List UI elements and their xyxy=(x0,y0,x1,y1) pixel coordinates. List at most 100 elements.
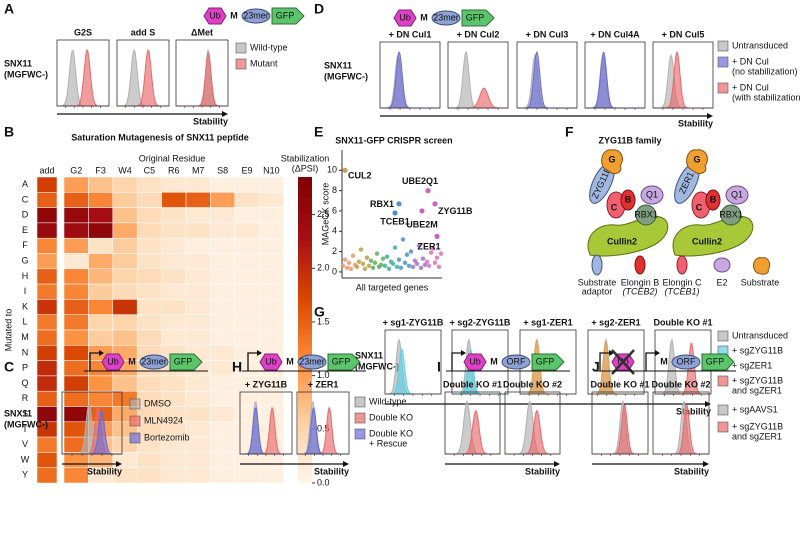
legend-label: Double KO xyxy=(369,412,413,422)
construct-label: M xyxy=(286,356,294,366)
heatmap-cell xyxy=(210,253,236,270)
histogram-curve xyxy=(448,87,508,109)
histogram-curve xyxy=(517,50,577,109)
legend-label: (TCEB1) xyxy=(664,286,699,296)
promoter-arrow xyxy=(89,352,100,371)
promoter-arrow xyxy=(645,352,656,371)
gene-point xyxy=(414,261,420,266)
legend-swatch xyxy=(717,56,729,68)
plot-title: G2S xyxy=(74,27,92,37)
arrow-head xyxy=(609,350,614,356)
y-tick-label: 0 xyxy=(332,266,337,276)
heatmap-cell xyxy=(234,253,260,270)
heatmap-cell xyxy=(210,467,236,484)
heatmap-cell xyxy=(161,222,187,239)
arrow-head xyxy=(99,350,104,356)
heatmap-cell xyxy=(63,253,89,270)
heatmap-cell xyxy=(258,283,284,300)
substrate-label: G xyxy=(693,154,700,164)
gene-point xyxy=(378,262,384,267)
heatmap-cell xyxy=(136,222,162,239)
row-label: L xyxy=(22,317,27,327)
plot-title: + sg1-ZER1 xyxy=(523,317,572,327)
arrow-head xyxy=(343,461,349,467)
row-label: I xyxy=(24,286,27,296)
row-label: A xyxy=(22,179,28,189)
legend-label: + DN Cul xyxy=(732,56,769,66)
legend-label: Mutant xyxy=(250,58,278,68)
heatmap-cell xyxy=(63,467,89,484)
heatmap-cell xyxy=(185,406,211,423)
construct-label: GFP xyxy=(276,10,295,20)
construct-label: Ub xyxy=(209,10,221,20)
colorbar-tick-label: 2.0 xyxy=(317,263,330,273)
colorbar-title: Stabilization xyxy=(281,153,330,163)
plot-frame xyxy=(447,41,509,109)
construct-label: 23mer xyxy=(243,10,269,20)
plot-title: + sg1-ZYG11B xyxy=(383,317,444,327)
legend-label: (with stabilization) xyxy=(732,92,800,102)
colorbar-tick-label: 0.0 xyxy=(317,477,330,487)
heatmap-cell xyxy=(63,360,89,377)
plot-title: Double KO #1 xyxy=(590,379,649,389)
y-tick-label: 6 xyxy=(332,205,337,215)
heatmap-cell xyxy=(136,237,162,254)
elongin-b-label: B xyxy=(710,194,717,204)
row-label: K xyxy=(22,301,28,311)
construct-label: Ub xyxy=(107,356,119,366)
histogram-curve xyxy=(176,48,228,107)
heatmap-cell xyxy=(136,268,162,285)
colorbar-title: (ΔPSI) xyxy=(292,163,319,173)
gene-label: ZYG11B xyxy=(438,206,473,216)
gene-point xyxy=(360,261,366,266)
legend-label: MLN4924 xyxy=(144,415,183,425)
construct-label: 23mer xyxy=(433,12,459,22)
heatmap-cell xyxy=(210,237,236,254)
heatmap-cell xyxy=(112,237,138,254)
gene-point xyxy=(364,255,370,260)
elongin-c-label: C xyxy=(611,202,618,212)
arrow-head xyxy=(707,113,713,119)
legend-label: + sgZER1 xyxy=(732,360,772,370)
legend-swatch xyxy=(235,58,247,70)
histogram-curve xyxy=(585,51,645,109)
heatmap-cell xyxy=(88,222,114,239)
heatmap-cell xyxy=(112,329,138,346)
legend-label: Bortezomib xyxy=(144,432,190,442)
legend-swatch xyxy=(354,412,366,424)
plot-title: + ZER1 xyxy=(308,379,339,389)
heatmap-cell xyxy=(161,329,187,346)
ub-hexagon xyxy=(101,353,125,371)
construct-label: GFP xyxy=(536,356,555,366)
x-axis-label: Stability xyxy=(314,466,349,476)
heatmap-cell xyxy=(88,390,114,407)
construct-label: M xyxy=(490,356,498,366)
heatmap-cell xyxy=(88,314,114,331)
heatmap-cell xyxy=(210,406,236,423)
heatmap-cell xyxy=(161,299,187,315)
heatmap-cell xyxy=(161,375,187,392)
promoter-arrow xyxy=(247,352,258,371)
x-axis-label: Stability xyxy=(676,406,711,416)
legend-e2 xyxy=(713,257,731,273)
plot-title: + sg2-ZYG11B xyxy=(450,317,511,327)
hit-point xyxy=(425,188,431,194)
legend-label: E2 xyxy=(716,277,727,287)
histogram-curve xyxy=(517,53,577,109)
row-label: SNX11 xyxy=(4,408,32,418)
heatmap-cell xyxy=(258,176,284,193)
promoter-arrow xyxy=(599,352,610,371)
heatmap-cell xyxy=(63,345,89,361)
heatmap-cell xyxy=(234,452,260,468)
construct-label: Ub xyxy=(265,356,277,366)
heatmap-cell xyxy=(112,268,138,285)
construct-label: 23mer xyxy=(299,356,325,366)
row-label: P xyxy=(22,363,28,373)
column-label: M7 xyxy=(192,165,205,175)
gene-point xyxy=(380,256,386,261)
heatmap-cell xyxy=(210,375,236,392)
gfp-box xyxy=(327,353,361,371)
plot-title: + DN Cul3 xyxy=(526,29,569,39)
heatmap-cell xyxy=(36,314,58,331)
histogram-curve xyxy=(380,53,440,109)
